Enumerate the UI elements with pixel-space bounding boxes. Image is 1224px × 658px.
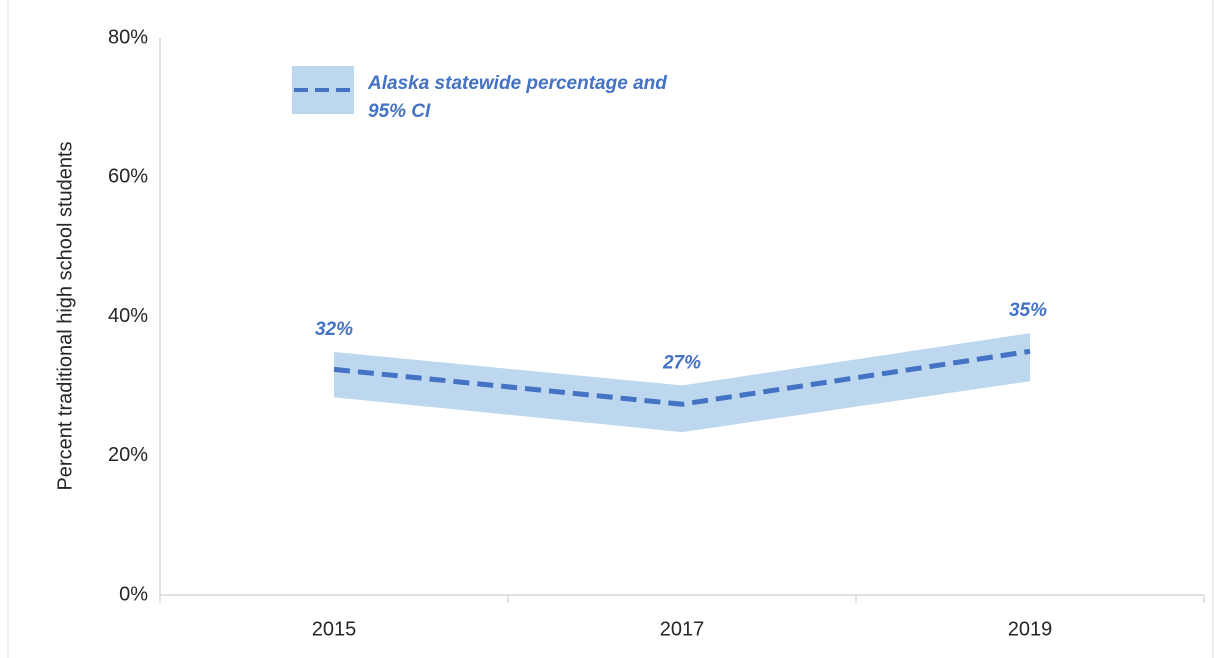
data-label: 35% xyxy=(1009,300,1047,321)
x-tick-label: 2017 xyxy=(660,618,705,640)
ci-band xyxy=(334,333,1030,433)
data-label: 27% xyxy=(662,352,701,373)
x-tick-label: 2019 xyxy=(1008,618,1053,640)
data-label: 32% xyxy=(315,319,353,340)
chart-frame xyxy=(7,0,1214,658)
legend-label: Alaska statewide percentage and 95% CI xyxy=(368,73,667,122)
line xyxy=(333,348,1031,407)
y-tick-label: 80% xyxy=(108,26,148,48)
y-tick-label: 20% xyxy=(108,444,148,466)
y-tick-label: 60% xyxy=(108,166,148,188)
y-axis-label: Percent traditional high school students xyxy=(54,141,76,490)
x-tick-label: 2015 xyxy=(312,618,357,640)
y-tick-label: 40% xyxy=(108,305,148,327)
y-tick-label: 0% xyxy=(119,583,148,605)
